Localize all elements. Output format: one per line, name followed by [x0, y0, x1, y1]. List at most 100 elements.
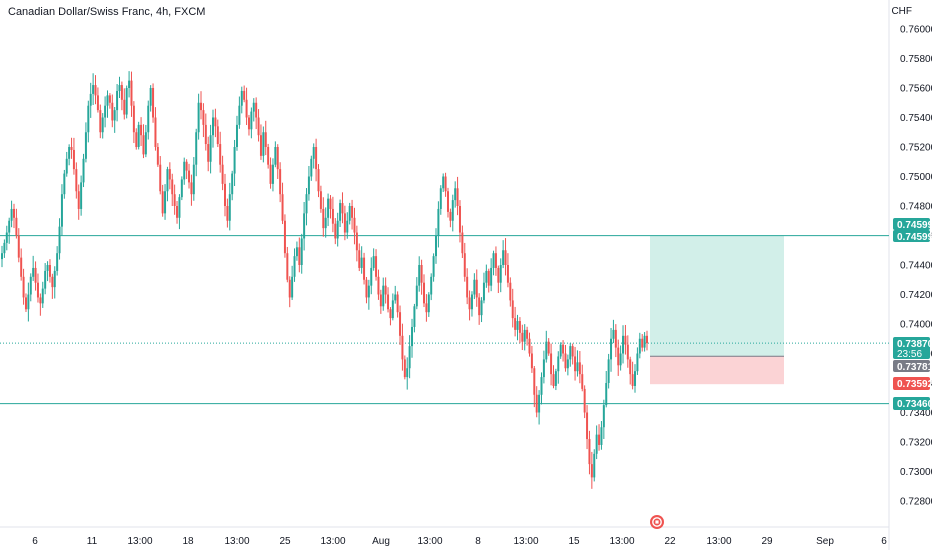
candle-body: [231, 173, 234, 195]
candle-body: [281, 194, 284, 221]
candle-body: [271, 164, 274, 184]
candle-body: [166, 169, 169, 192]
candle-body: [92, 85, 95, 94]
candle-body: [463, 253, 466, 277]
candle-body: [418, 265, 421, 286]
candle-body: [178, 197, 181, 218]
candle-body: [5, 232, 8, 243]
candle-body: [360, 257, 363, 268]
candle-body: [468, 297, 471, 310]
candle-body: [331, 208, 334, 224]
candle-body: [319, 191, 322, 209]
candle-body: [430, 276, 433, 295]
candle-body: [202, 110, 205, 125]
profit-zone[interactable]: [650, 235, 784, 357]
candle-body: [343, 213, 346, 233]
time-tick-label: 13:00: [609, 536, 634, 547]
candle-body: [75, 169, 78, 192]
candle-body: [111, 102, 114, 121]
candle-body: [288, 279, 291, 298]
candle-body: [101, 117, 104, 133]
chart-title: Canadian Dollar/Swiss Franc, 4h, FXCM: [8, 6, 206, 18]
candle-body: [80, 182, 83, 209]
candle-body: [622, 335, 625, 354]
candle-body: [595, 434, 598, 454]
candle-body: [132, 105, 135, 133]
candle-body: [41, 288, 44, 304]
candle-body: [634, 371, 637, 386]
candle-body: [295, 247, 298, 257]
candle-body: [161, 191, 164, 214]
candle-body: [437, 208, 440, 236]
candle-body: [619, 353, 622, 366]
time-tick-label: 25: [279, 536, 291, 547]
current-price-value: 0.73870: [897, 339, 932, 350]
candle-body: [317, 169, 320, 192]
time-tick-label: 6: [32, 536, 38, 547]
candle-body: [564, 353, 567, 369]
candle-body: [499, 265, 502, 283]
candle-body: [63, 173, 66, 195]
candle-body: [60, 194, 63, 227]
candle-body: [315, 147, 318, 170]
candle-body: [511, 300, 514, 319]
loss-zone[interactable]: [650, 356, 784, 385]
candle-body: [444, 176, 447, 192]
candle-body: [58, 226, 61, 254]
candle-body: [267, 147, 270, 165]
tradingview-logo-icon[interactable]: [650, 515, 664, 529]
candle-body: [526, 329, 529, 339]
candle-body: [12, 208, 15, 218]
candle-body: [204, 124, 207, 145]
time-tick-label: 13:00: [706, 536, 731, 547]
level-lower-badge: 0.73460: [893, 397, 932, 410]
candle-body: [341, 203, 344, 214]
time-tick-label: Aug: [372, 536, 390, 547]
candle-body: [264, 132, 267, 147]
candle-body: [415, 285, 418, 307]
candle-body: [327, 198, 330, 218]
candle-body: [185, 161, 188, 171]
candle-body: [470, 294, 473, 310]
candle-body: [348, 206, 351, 221]
candle-body: [339, 203, 342, 221]
candle-body: [624, 335, 627, 345]
candle-body: [108, 95, 111, 103]
candle-body: [72, 149, 75, 170]
time-axis[interactable]: 6 11 13:00 18 13:00 25 13:00 Aug 13:00 8 13:00 15 13…: [32, 536, 887, 547]
candle-body: [365, 279, 368, 298]
candle-body: [240, 90, 243, 106]
candle-body: [351, 206, 354, 218]
candle-body: [598, 434, 601, 445]
candle-body: [363, 257, 366, 280]
candle-body: [274, 147, 277, 165]
entry-price-badge: 0.73781: [893, 360, 932, 373]
candle-body: [631, 374, 634, 386]
candle-body: [521, 332, 524, 342]
candle-body: [382, 285, 385, 307]
candle-body: [566, 359, 569, 369]
candle-body: [8, 220, 11, 233]
candle-body: [504, 250, 507, 265]
candle-body: [82, 158, 85, 183]
candle-body: [451, 200, 454, 221]
candle-body: [353, 217, 356, 233]
candle-body: [569, 346, 572, 360]
candle-body: [10, 208, 13, 221]
candle-body: [286, 253, 289, 280]
candle-body: [1, 253, 3, 260]
candle-body: [106, 95, 109, 106]
candle-body: [528, 338, 531, 354]
candle-body: [593, 453, 596, 478]
current-price-badge: 0.73870 23:56: [893, 337, 932, 360]
candle-body: [638, 338, 641, 354]
candle-body: [518, 321, 521, 333]
